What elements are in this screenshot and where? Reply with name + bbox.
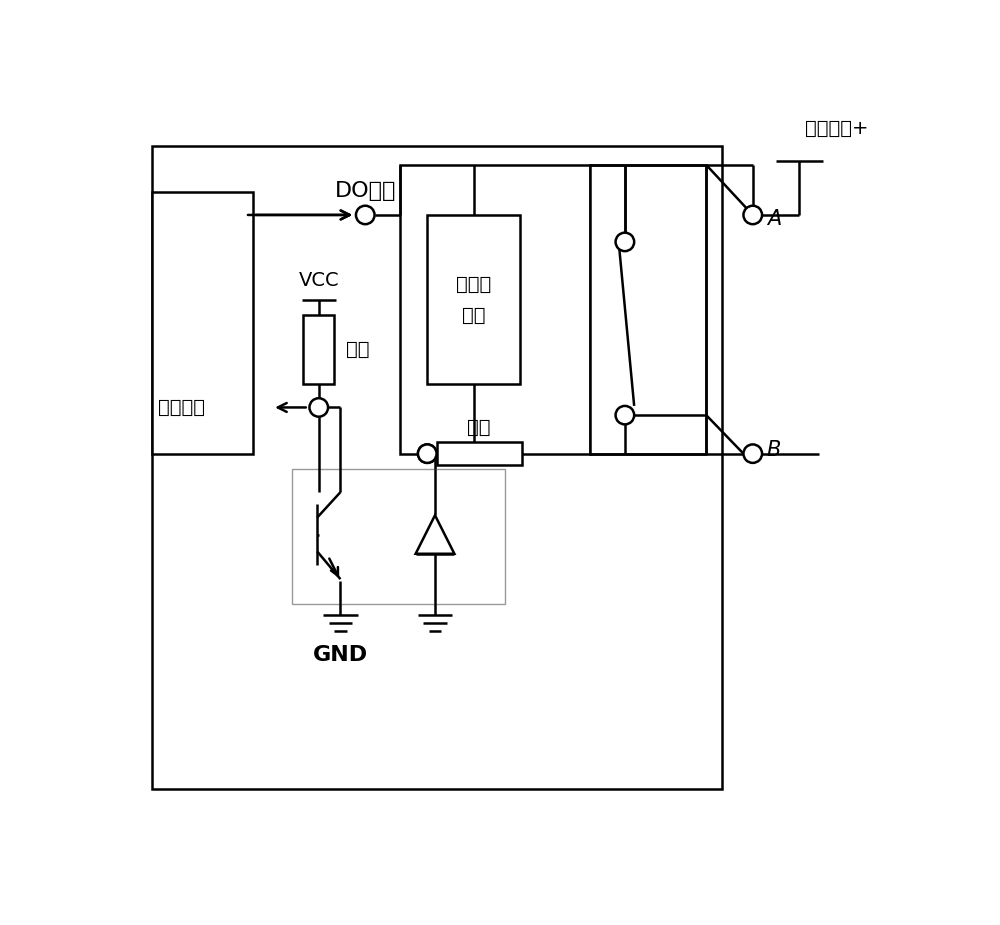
Text: B: B xyxy=(767,439,781,460)
Text: 继电器
线圈: 继电器 线圈 xyxy=(456,275,491,325)
Bar xyxy=(427,215,520,385)
Circle shape xyxy=(418,444,437,462)
Bar xyxy=(437,442,522,465)
Circle shape xyxy=(356,205,375,224)
Text: VCC: VCC xyxy=(298,271,339,290)
Bar xyxy=(152,191,253,453)
Text: GND: GND xyxy=(313,645,368,664)
Text: 回读监测: 回读监测 xyxy=(158,398,205,417)
Text: 电阻: 电阻 xyxy=(467,418,491,437)
Bar xyxy=(590,165,706,453)
Circle shape xyxy=(743,205,762,224)
Circle shape xyxy=(616,233,634,252)
Circle shape xyxy=(743,444,762,462)
Bar xyxy=(400,165,590,453)
Circle shape xyxy=(309,398,328,416)
Text: 查询电压+: 查询电压+ xyxy=(806,118,869,138)
Circle shape xyxy=(418,444,437,462)
Circle shape xyxy=(616,406,634,425)
Text: A: A xyxy=(767,209,781,228)
Bar xyxy=(292,469,505,604)
Bar xyxy=(152,145,722,789)
Bar xyxy=(303,315,334,385)
Text: DO控制: DO控制 xyxy=(335,181,396,201)
Text: 电阻: 电阻 xyxy=(346,340,369,359)
